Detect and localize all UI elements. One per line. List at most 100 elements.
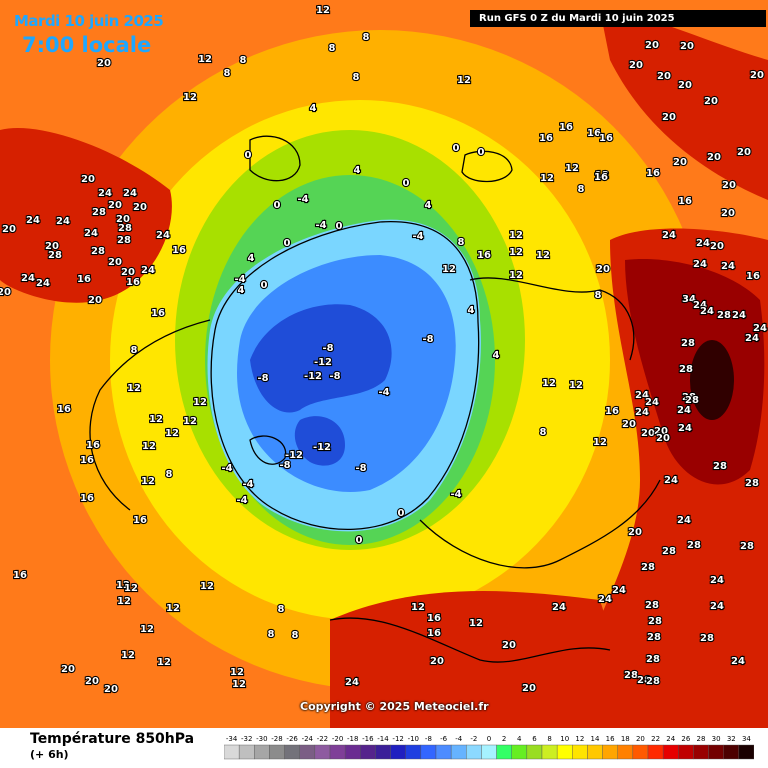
temperature-value-label: 12 bbox=[457, 75, 471, 86]
temperature-value-label: 16 bbox=[80, 493, 94, 504]
temperature-value-label: -12 bbox=[285, 450, 303, 461]
scale-tick-label: 20 bbox=[636, 735, 645, 743]
legend-title: Température 850hPa bbox=[30, 731, 195, 747]
scale-color-swatch bbox=[511, 744, 528, 760]
hot-south bbox=[330, 591, 640, 728]
temperature-value-label: 8 bbox=[166, 469, 173, 480]
temperature-value-label: -8 bbox=[329, 371, 340, 382]
temperature-value-label: 20 bbox=[116, 214, 130, 225]
scale-color-swatch bbox=[526, 744, 543, 760]
temperature-value-label: 24 bbox=[745, 333, 759, 344]
temperature-value-label: 28 bbox=[681, 338, 695, 349]
temperature-value-label: 12 bbox=[127, 383, 141, 394]
temperature-value-label: 20 bbox=[673, 157, 687, 168]
temperature-value-label: 28 bbox=[662, 546, 676, 557]
temperature-value-label: 24 bbox=[677, 405, 691, 416]
coastline-asia bbox=[419, 479, 661, 569]
temperature-value-label: -12 bbox=[313, 442, 331, 453]
scale-color-swatch bbox=[420, 744, 437, 760]
temperature-value-label: 4 bbox=[468, 305, 475, 316]
temperature-value-label: 24 bbox=[677, 515, 691, 526]
scale-color-swatch bbox=[435, 744, 452, 760]
temperature-value-label: 28 bbox=[641, 562, 655, 573]
temperature-value-label: 20 bbox=[750, 70, 764, 81]
scale-tick-label: -24 bbox=[302, 735, 314, 743]
temperature-value-label: 28 bbox=[645, 600, 659, 611]
scale-tick-label: -20 bbox=[332, 735, 343, 743]
scale-tick-label: 30 bbox=[712, 735, 721, 743]
temperature-value-label: 24 bbox=[732, 310, 746, 321]
temperature-value-label: 24 bbox=[84, 228, 98, 239]
temperature-value-label: 28 bbox=[740, 541, 754, 552]
scale-tick-label: -28 bbox=[271, 735, 282, 743]
temperature-value-label: 20 bbox=[641, 428, 655, 439]
temperature-value-label: 4 bbox=[425, 200, 432, 211]
temperature-value-label: 8 bbox=[363, 32, 370, 43]
temperature-value-label: -8 bbox=[322, 343, 333, 354]
scale-color-swatch bbox=[314, 744, 331, 760]
scale-color-swatch bbox=[572, 744, 588, 760]
scale-color-swatch bbox=[344, 744, 361, 760]
coastline-south bbox=[329, 617, 611, 663]
temperature-value-label: 4 bbox=[310, 103, 317, 114]
scale-tick-label: -32 bbox=[241, 735, 252, 743]
temperature-value-label: 12 bbox=[316, 5, 330, 16]
temperature-value-label: 20 bbox=[622, 419, 636, 430]
coastline-europe bbox=[469, 277, 635, 361]
temperature-value-label: 20 bbox=[737, 147, 751, 158]
temperature-value-label: 24 bbox=[36, 278, 50, 289]
temperature-value-label: 16 bbox=[172, 245, 186, 256]
temperature-value-label: 16 bbox=[587, 128, 601, 139]
temperature-value-label: 24 bbox=[98, 188, 112, 199]
temperature-value-label: 16 bbox=[13, 570, 27, 581]
temperature-value-label: 24 bbox=[56, 216, 70, 227]
scale-color-swatch bbox=[587, 744, 603, 760]
temperature-value-label: 16 bbox=[477, 250, 491, 261]
temperature-value-label: 24 bbox=[141, 265, 155, 276]
temperature-value-label: 24 bbox=[710, 575, 724, 586]
temperature-value-label: -4 bbox=[315, 220, 326, 231]
temperature-value-label: 12 bbox=[142, 441, 156, 452]
temperature-value-label: 28 bbox=[648, 616, 662, 627]
temperature-value-label: 8 bbox=[240, 55, 247, 66]
temperature-value-label: 24 bbox=[696, 238, 710, 249]
temperature-value-label: 20 bbox=[657, 71, 671, 82]
scale-color-swatch bbox=[299, 744, 316, 760]
temperature-value-label: 12 bbox=[540, 173, 554, 184]
temperature-value-label: 24 bbox=[598, 594, 612, 605]
temperature-value-label: 12 bbox=[117, 596, 131, 607]
temperature-value-label: -4 bbox=[378, 387, 389, 398]
scale-color-swatch bbox=[617, 744, 634, 760]
temperature-value-label: 28 bbox=[685, 395, 699, 406]
temperature-value-label: 20 bbox=[656, 433, 670, 444]
scale-tick-label: 26 bbox=[681, 735, 690, 743]
temperature-value-label: 24 bbox=[678, 423, 692, 434]
temperature-value-label: 20 bbox=[522, 683, 536, 694]
temperature-value-label: 0 bbox=[453, 143, 460, 154]
extreme-east bbox=[690, 340, 734, 420]
scale-color-swatch bbox=[450, 744, 467, 760]
scale-color-swatch bbox=[662, 744, 679, 760]
scale-tick-label: 2 bbox=[502, 735, 506, 743]
forecast-offset: (+ 6h) bbox=[30, 748, 69, 761]
temperature-value-label: 16 bbox=[126, 277, 140, 288]
temperature-value-label: 12 bbox=[124, 583, 138, 594]
temperature-value-label: -4 bbox=[234, 274, 245, 285]
temperature-value-label: 28 bbox=[91, 246, 105, 257]
temperature-value-label: 12 bbox=[140, 624, 154, 635]
temperature-value-label: 28 bbox=[637, 675, 651, 686]
temperature-value-label: 8 bbox=[540, 427, 547, 438]
temperature-value-label: 12 bbox=[157, 657, 171, 668]
scale-tick-label: -2 bbox=[470, 735, 477, 743]
temperature-value-label: 16 bbox=[539, 133, 553, 144]
temperature-value-label: 28 bbox=[647, 632, 661, 643]
scale-tick-label: -30 bbox=[256, 735, 267, 743]
temperature-value-label: -4 bbox=[450, 489, 461, 500]
temperature-value-label: 24 bbox=[635, 390, 649, 401]
temperature-value-label: 12 bbox=[165, 428, 179, 439]
temperature-value-label: 20 bbox=[97, 58, 111, 69]
temperature-value-label: 28 bbox=[117, 235, 131, 246]
temperature-value-label: 12 bbox=[230, 667, 244, 678]
coastlines bbox=[89, 135, 661, 663]
